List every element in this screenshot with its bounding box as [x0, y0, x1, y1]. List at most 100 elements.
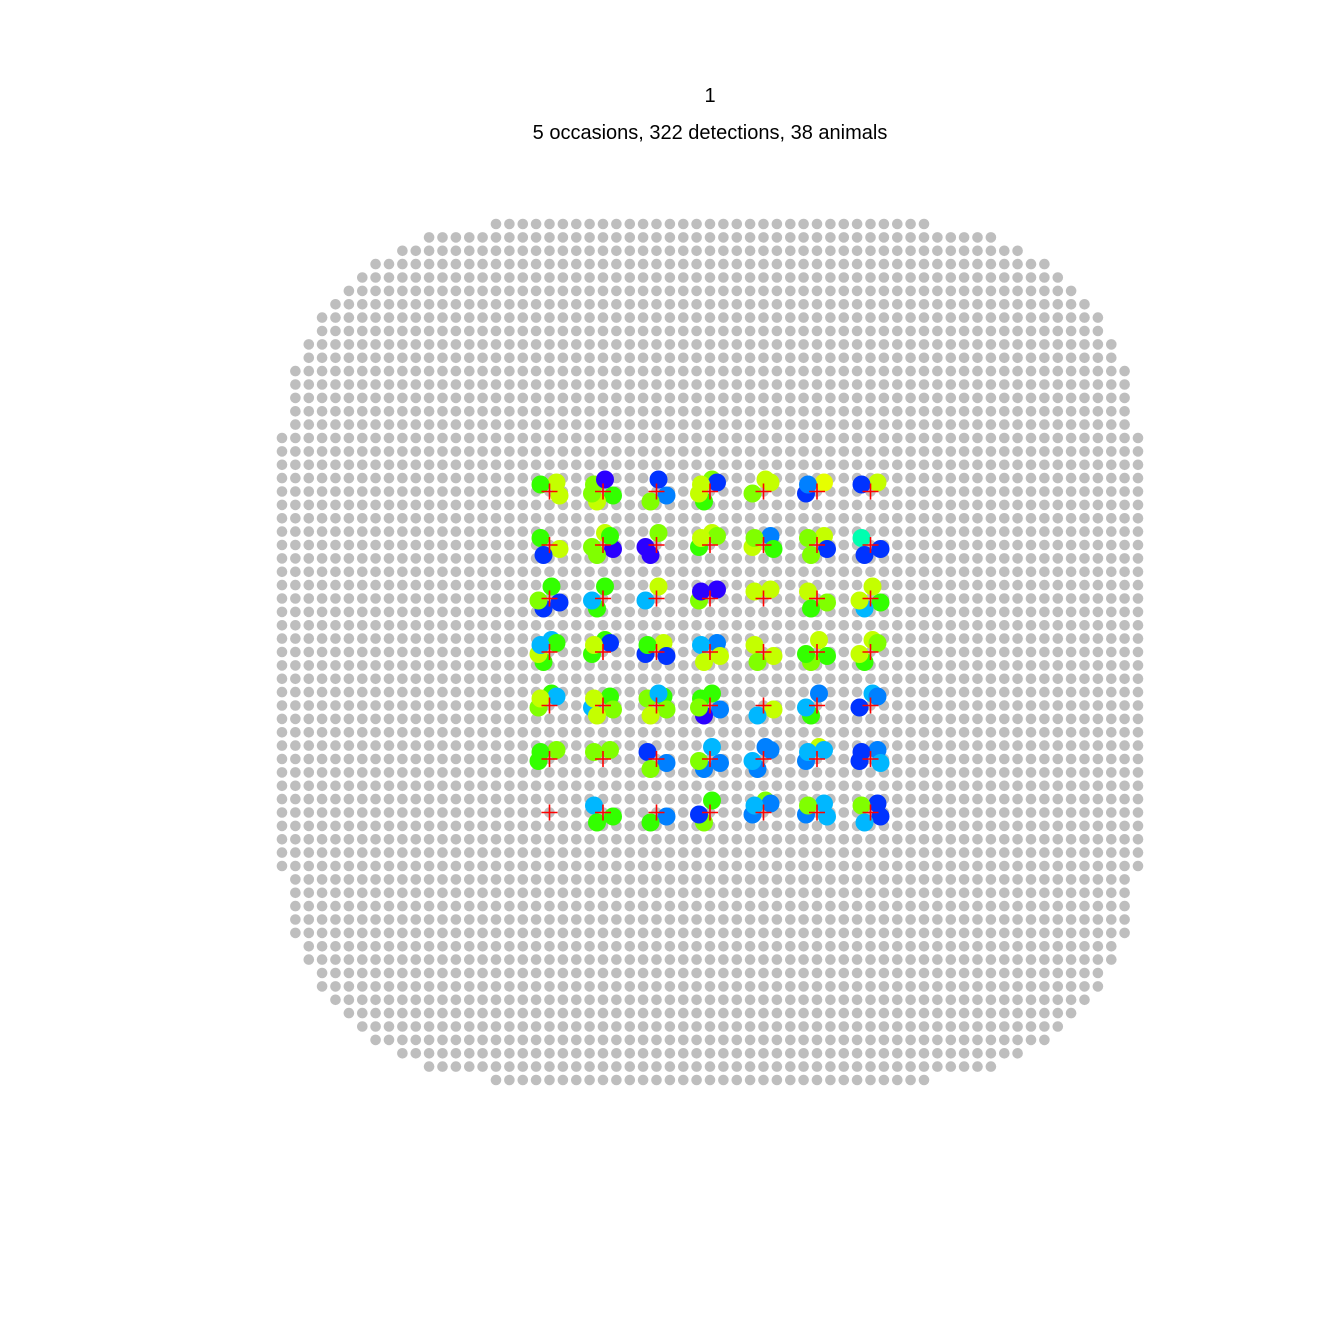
detection-point-14-3: [529, 591, 548, 610]
mask-point-3482: [397, 967, 408, 979]
mask-point-733: [664, 392, 676, 404]
mask-point-43: [557, 232, 569, 243]
detection-point-46-2: [761, 794, 780, 813]
mask-point-677: [758, 379, 769, 390]
mask-point-814: [905, 406, 916, 417]
mask-point-1684: [410, 593, 422, 604]
mask-point-1720: [892, 593, 903, 604]
detector-marker-6-3: [702, 804, 718, 821]
mask-point-327: [932, 299, 943, 310]
mask-point-3695: [932, 1007, 943, 1019]
mask-point-2443: [999, 740, 1010, 751]
mask-point-350: [464, 312, 475, 323]
mask-point-1660: [958, 579, 970, 591]
mask-point-46: [597, 232, 609, 243]
mask-point-887: [1039, 419, 1050, 430]
mask-point-1895: [624, 633, 636, 644]
mask-point-910: [490, 432, 502, 444]
mask-point-2960: [958, 847, 970, 858]
mask-point-3742: [838, 1021, 850, 1032]
mask-point-3176: [437, 900, 448, 912]
mask-point-1344: [1079, 513, 1090, 524]
mask-point-3386: [731, 941, 743, 952]
mask-point-1750: [423, 606, 435, 618]
mask-point-1475: [1092, 539, 1104, 551]
mask-point-1664: [1012, 579, 1023, 591]
mask-point-1298: [464, 513, 475, 524]
mask-point-3506: [718, 967, 729, 979]
mask-point-3725: [611, 1021, 622, 1032]
mask-point-2504: [945, 753, 957, 765]
mask-point-2932: [584, 847, 595, 858]
mask-point-2543: [597, 767, 609, 778]
mask-point-3368: [490, 941, 502, 952]
mask-point-1137: [918, 472, 930, 484]
mask-point-1920: [958, 633, 970, 644]
mask-point-3328: [785, 927, 796, 939]
mask-point-2922: [450, 847, 462, 858]
mask-point-2262: [316, 713, 328, 725]
mask-point-3623: [718, 994, 729, 1006]
mask-point-3500: [637, 967, 649, 979]
mask-point-3923: [798, 1074, 809, 1086]
mask-point-3919: [744, 1074, 756, 1086]
mask-point-3047: [397, 874, 408, 885]
mask-point-3604: [464, 994, 475, 1006]
mask-point-1534: [1012, 553, 1023, 564]
mask-point-2025: [624, 660, 636, 671]
mask-point-2397: [383, 740, 395, 751]
mask-point-917: [584, 432, 595, 444]
mask-point-3155: [999, 887, 1010, 899]
mask-point-3416: [316, 954, 328, 965]
mask-point-621: [851, 365, 863, 377]
mask-point-2220: [624, 700, 636, 711]
mask-point-2041: [838, 660, 850, 671]
mask-point-2507: [985, 753, 997, 765]
mask-point-24: [811, 218, 823, 230]
mask-point-1540: [1092, 553, 1104, 564]
mask-point-1949: [477, 646, 488, 658]
mask-point-3666: [544, 1007, 555, 1019]
mask-point-489: [731, 339, 743, 350]
detection-point-26-0: [818, 647, 836, 665]
mask-point-2851: [370, 834, 381, 845]
mask-point-822: [1012, 406, 1023, 417]
mask-point-1353: [330, 526, 341, 537]
mask-point-3336: [892, 927, 903, 939]
mask-point-232: [410, 285, 422, 297]
mask-point-2178: [932, 686, 943, 698]
mask-point-3675: [664, 1007, 676, 1019]
mask-point-3722: [571, 1021, 582, 1032]
mask-point-1420: [357, 539, 368, 551]
mask-point-973: [464, 446, 475, 457]
mask-point-3790: [785, 1034, 796, 1046]
mask-point-2711: [1106, 793, 1117, 805]
mask-point-2665: [490, 793, 502, 805]
mask-point-170: [999, 258, 1010, 270]
mask-point-3692: [892, 1007, 903, 1019]
mask-point-3910: [624, 1074, 636, 1086]
mask-point-2088: [597, 673, 609, 685]
mask-point-1291: [370, 513, 381, 524]
mask-point-3238: [423, 914, 435, 925]
mask-point-1740: [290, 606, 301, 618]
mask-point-1984: [945, 646, 957, 658]
mask-point-1996: [1106, 646, 1117, 658]
mask-point-3207: [851, 900, 863, 912]
mask-point-367: [691, 312, 702, 323]
mask-point-2115: [958, 673, 970, 685]
mask-point-5: [557, 218, 569, 230]
mask-point-1777: [785, 606, 796, 618]
mask-point-2265: [357, 713, 368, 725]
mask-point-100: [718, 245, 729, 257]
mask-point-2404: [477, 740, 488, 751]
mask-point-932: [785, 432, 796, 444]
mask-point-3098: [1079, 874, 1090, 885]
mask-point-2879: [744, 834, 756, 845]
mask-point-3905: [557, 1074, 569, 1086]
mask-point-3105: [330, 887, 341, 899]
mask-point-1311: [637, 513, 649, 524]
mask-point-1704: [678, 593, 689, 604]
mask-point-453: [1052, 325, 1064, 337]
mask-point-651: [410, 379, 422, 390]
